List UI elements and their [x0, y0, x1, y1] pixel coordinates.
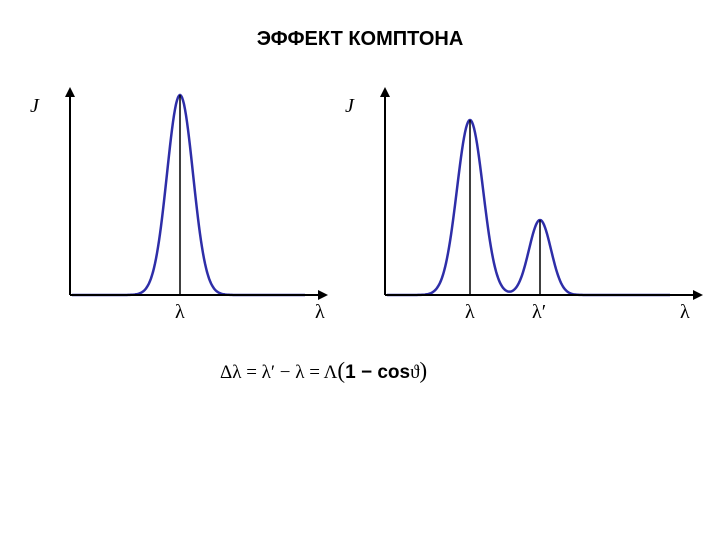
left-lambda-axis-label: λ — [315, 301, 325, 324]
compton-formula: Δλ = λ′ − λ = Λ(1 − cosϑ) — [220, 358, 427, 384]
left-plot — [60, 85, 340, 335]
page-title: ЭФФЕКТ КОМПТОНА — [0, 28, 720, 51]
left-lambda-peak-label: λ — [175, 301, 185, 324]
left-J-label: J — [30, 95, 39, 118]
left-plot-svg — [60, 85, 340, 330]
right-lambda-axis-label: λ — [680, 301, 690, 324]
right-lambda-peak1-label: λ — [465, 301, 475, 324]
right-J-label: J — [345, 95, 354, 118]
right-lambda-peak2-label: λ′ — [532, 301, 546, 324]
right-plot — [375, 85, 715, 335]
right-plot-svg — [375, 85, 715, 330]
